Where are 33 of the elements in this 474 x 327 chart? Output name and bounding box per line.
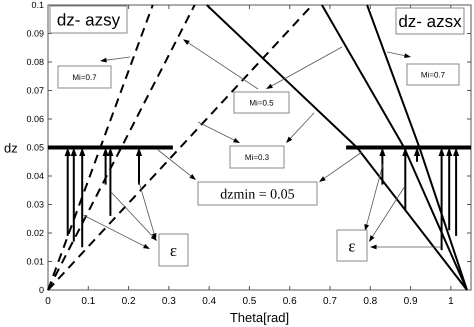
x-axis-title: Theta[rad] bbox=[230, 310, 290, 325]
x-tick-label: 0.1 bbox=[81, 296, 96, 307]
x-tick-label: 1 bbox=[448, 296, 454, 307]
x-tick-label: 0.2 bbox=[122, 296, 136, 307]
x-tick-label: 0.6 bbox=[282, 296, 298, 307]
x-tick-label: 0.9 bbox=[404, 296, 418, 307]
annotation: Mi=0.5 bbox=[249, 98, 274, 108]
y-tick-label: 0.03 bbox=[26, 200, 44, 210]
annotation: ε bbox=[170, 240, 178, 260]
annotation: Mi=0.3 bbox=[244, 152, 270, 162]
y-tick-label: 0.1 bbox=[31, 0, 44, 10]
y-tick-label: 0.07 bbox=[26, 86, 44, 96]
annotation: Mi=0.7 bbox=[72, 72, 98, 82]
x-tick-label: 0.7 bbox=[323, 296, 338, 307]
y-axis-title: dz bbox=[4, 140, 18, 156]
y-tick-label: 0.06 bbox=[26, 114, 44, 124]
y-tick-label: 0.04 bbox=[26, 171, 44, 182]
annotation: Mi=0.7 bbox=[420, 70, 446, 80]
annotation: dz- azsy bbox=[56, 10, 121, 30]
y-tick-label: 0.09 bbox=[26, 28, 44, 39]
y-tick-label: 0.01 bbox=[26, 256, 44, 267]
x-tick-label: 0.5 bbox=[242, 296, 257, 307]
x-tick-label: 0.8 bbox=[363, 296, 378, 307]
y-tick-label: 0 bbox=[38, 285, 44, 296]
y-tick-label: 0.02 bbox=[26, 228, 44, 238]
annotation: ε bbox=[348, 236, 356, 256]
annotation: dzmin = 0.05 bbox=[220, 187, 295, 202]
x-tick-label: 0.3 bbox=[162, 296, 176, 307]
annotation: dz- azsx bbox=[398, 12, 462, 31]
y-tick-label: 0.08 bbox=[26, 57, 44, 68]
x-tick-label: 0.4 bbox=[202, 296, 217, 307]
y-tick-label: 0.05 bbox=[26, 142, 44, 153]
x-tick-label: 0 bbox=[45, 296, 52, 307]
